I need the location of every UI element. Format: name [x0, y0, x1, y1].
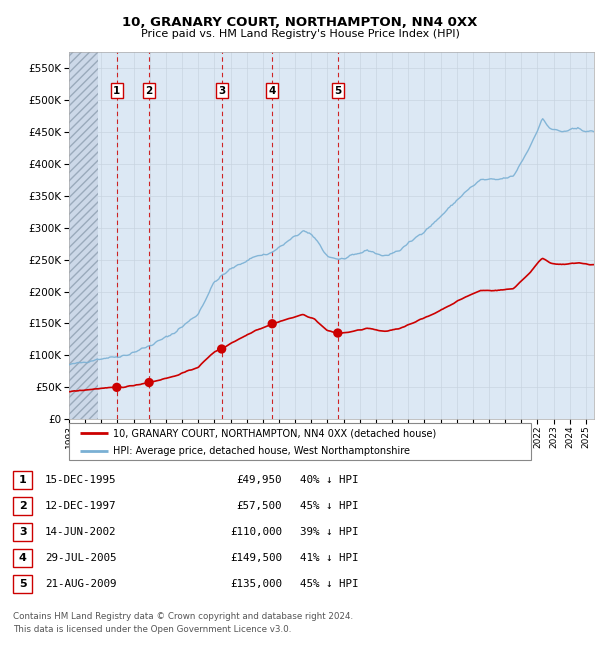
Text: 4: 4 [269, 86, 276, 96]
Text: £149,500: £149,500 [230, 552, 282, 563]
Text: 1: 1 [19, 474, 26, 485]
Bar [69, 52, 98, 419]
Text: 45% ↓ HPI: 45% ↓ HPI [300, 500, 359, 511]
Point [333, 328, 343, 338]
Point [145, 377, 154, 387]
Text: 10, GRANARY COURT, NORTHAMPTON, NN4 0XX (detached house): 10, GRANARY COURT, NORTHAMPTON, NN4 0XX … [113, 428, 436, 438]
Point [112, 382, 122, 393]
Text: Price paid vs. HM Land Registry's House Price Index (HPI): Price paid vs. HM Land Registry's House … [140, 29, 460, 39]
Text: 3: 3 [218, 86, 225, 96]
Text: 14-JUN-2002: 14-JUN-2002 [45, 526, 116, 537]
Text: 3: 3 [19, 526, 26, 537]
Text: 2: 2 [145, 86, 153, 96]
Text: 45% ↓ HPI: 45% ↓ HPI [300, 578, 359, 589]
Text: 15-DEC-1995: 15-DEC-1995 [45, 474, 116, 485]
Text: £57,500: £57,500 [236, 500, 282, 511]
Point [268, 318, 277, 329]
Text: 5: 5 [334, 86, 341, 96]
Text: HPI: Average price, detached house, West Northamptonshire: HPI: Average price, detached house, West… [113, 446, 410, 456]
Point [217, 344, 226, 354]
Text: £49,950: £49,950 [236, 474, 282, 485]
Text: 40% ↓ HPI: 40% ↓ HPI [300, 474, 359, 485]
Text: £135,000: £135,000 [230, 578, 282, 589]
Text: 4: 4 [19, 552, 27, 563]
Text: 1: 1 [113, 86, 121, 96]
Text: 10, GRANARY COURT, NORTHAMPTON, NN4 0XX: 10, GRANARY COURT, NORTHAMPTON, NN4 0XX [122, 16, 478, 29]
Text: 39% ↓ HPI: 39% ↓ HPI [300, 526, 359, 537]
Text: 29-JUL-2005: 29-JUL-2005 [45, 552, 116, 563]
Text: 2: 2 [19, 500, 26, 511]
Text: 5: 5 [19, 578, 26, 589]
Text: 41% ↓ HPI: 41% ↓ HPI [300, 552, 359, 563]
Text: 21-AUG-2009: 21-AUG-2009 [45, 578, 116, 589]
Text: Contains HM Land Registry data © Crown copyright and database right 2024.
This d: Contains HM Land Registry data © Crown c… [13, 612, 353, 634]
Text: £110,000: £110,000 [230, 526, 282, 537]
Text: 12-DEC-1997: 12-DEC-1997 [45, 500, 116, 511]
